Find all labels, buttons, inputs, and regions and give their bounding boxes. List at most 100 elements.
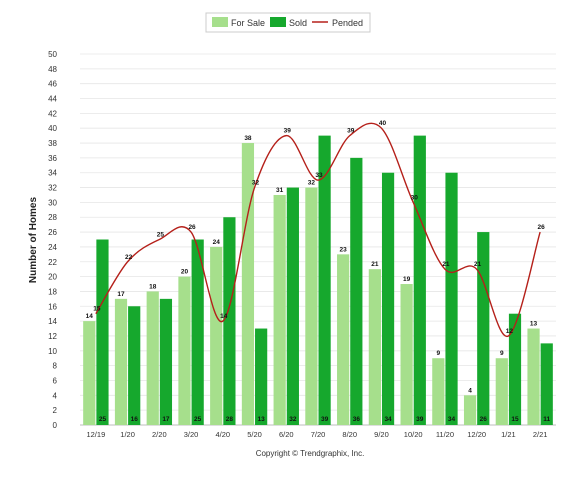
label-sold: 28 bbox=[226, 416, 234, 423]
y-tick-label: 26 bbox=[48, 228, 57, 237]
label-sold: 25 bbox=[194, 416, 202, 423]
y-tick-label: 30 bbox=[48, 198, 57, 207]
label-sold: 25 bbox=[99, 416, 107, 423]
bar-for-sale bbox=[114, 298, 128, 425]
bar-for-sale bbox=[146, 291, 159, 425]
label-for-sale: 9 bbox=[437, 350, 441, 357]
y-tick-label: 44 bbox=[48, 95, 57, 104]
legend-label-for-sale: For Sale bbox=[231, 18, 265, 28]
x-tick-label: 7/20 bbox=[311, 430, 326, 439]
x-tick-label: 1/20 bbox=[120, 430, 135, 439]
legend-swatch-for-sale bbox=[212, 17, 228, 27]
copyright-text: Copyright © Trendgraphix, Inc. bbox=[256, 449, 365, 458]
bar-for-sale bbox=[432, 358, 445, 425]
x-tick-label: 12/20 bbox=[467, 430, 486, 439]
label-sold: 39 bbox=[416, 416, 424, 423]
y-tick-label: 0 bbox=[53, 421, 58, 430]
label-pended: 26 bbox=[538, 224, 546, 231]
bar-for-sale bbox=[178, 276, 191, 425]
label-pended: 22 bbox=[125, 254, 133, 261]
label-pended: 21 bbox=[474, 261, 482, 268]
x-tick-label: 4/20 bbox=[215, 430, 230, 439]
label-pended: 25 bbox=[157, 232, 165, 239]
label-pended: 15 bbox=[93, 306, 101, 313]
label-sold: 26 bbox=[480, 416, 488, 423]
x-tick-label: 5/20 bbox=[247, 430, 262, 439]
label-for-sale: 31 bbox=[276, 187, 284, 194]
label-pended: 21 bbox=[442, 261, 450, 268]
x-tick-label: 8/20 bbox=[342, 430, 357, 439]
y-tick-label: 24 bbox=[48, 243, 57, 252]
y-tick-label: 32 bbox=[48, 184, 57, 193]
x-tick-label: 2/21 bbox=[533, 430, 548, 439]
bar-sold bbox=[381, 172, 395, 425]
label-for-sale: 19 bbox=[403, 276, 411, 283]
label-sold: 13 bbox=[258, 416, 266, 423]
bar-for-sale bbox=[463, 395, 477, 425]
bar-for-sale bbox=[305, 187, 318, 425]
bar-sold bbox=[128, 306, 141, 425]
x-tick-label: 11/20 bbox=[436, 430, 454, 439]
label-for-sale: 38 bbox=[244, 135, 252, 142]
legend: For Sale Sold Pended bbox=[205, 12, 371, 33]
y-tick-label: 6 bbox=[53, 376, 58, 385]
bar-sold bbox=[413, 135, 426, 425]
bar-sold bbox=[540, 343, 553, 425]
y-tick-label: 40 bbox=[48, 124, 57, 133]
bar-for-sale bbox=[527, 328, 540, 425]
y-tick-label: 12 bbox=[48, 332, 57, 341]
label-pended: 26 bbox=[188, 224, 196, 231]
label-for-sale: 24 bbox=[213, 239, 221, 246]
bar-for-sale bbox=[273, 194, 286, 425]
x-tick-label: 10/20 bbox=[404, 430, 423, 439]
y-tick-label: 28 bbox=[48, 213, 57, 222]
bar-for-sale bbox=[241, 143, 255, 426]
label-for-sale: 14 bbox=[86, 313, 94, 320]
bar-for-sale bbox=[210, 246, 223, 425]
x-tick-label: 1/21 bbox=[501, 430, 516, 439]
bar-sold bbox=[508, 313, 522, 425]
label-for-sale: 23 bbox=[340, 246, 348, 253]
legend-label-pended: Pended bbox=[332, 18, 363, 28]
label-for-sale: 4 bbox=[468, 387, 472, 394]
label-sold: 34 bbox=[448, 416, 456, 423]
y-tick-label: 46 bbox=[48, 80, 57, 89]
y-tick-label: 4 bbox=[53, 391, 58, 400]
bar-for-sale bbox=[337, 254, 350, 425]
label-pended: 30 bbox=[411, 194, 419, 201]
label-pended: 33 bbox=[315, 172, 323, 179]
label-pended: 14 bbox=[220, 313, 228, 320]
bar-sold bbox=[445, 172, 458, 425]
bar-sold bbox=[350, 157, 363, 425]
data-labels: 14 25 17 16 18 17 20 25 24 28 38 13 31 32 32 39 23 36 21 34… bbox=[86, 120, 551, 423]
bar-sold bbox=[318, 135, 331, 425]
label-for-sale: 17 bbox=[117, 291, 125, 298]
x-tick-label: 3/20 bbox=[184, 430, 199, 439]
label-pended: 32 bbox=[252, 180, 260, 187]
bar-for-sale bbox=[495, 358, 508, 425]
y-tick-label: 36 bbox=[48, 154, 57, 163]
label-pended: 39 bbox=[284, 128, 292, 135]
y-tick-label: 50 bbox=[48, 50, 57, 59]
label-sold: 34 bbox=[384, 416, 392, 423]
bar-sold bbox=[286, 187, 299, 425]
pended-line bbox=[95, 122, 541, 337]
pended-line-layer bbox=[95, 122, 541, 337]
bar-for-sale bbox=[83, 321, 96, 425]
label-for-sale: 21 bbox=[371, 261, 379, 268]
x-tick-label: 12/19 bbox=[86, 430, 105, 439]
x-tick-label: 9/20 bbox=[374, 430, 389, 439]
y-tick-label: 22 bbox=[48, 258, 57, 267]
y-tick-label: 10 bbox=[48, 347, 57, 356]
bar-sold bbox=[477, 232, 490, 425]
label-pended: 12 bbox=[506, 328, 514, 335]
bar-for-sale bbox=[368, 269, 381, 425]
legend-swatch-sold bbox=[270, 17, 286, 27]
label-sold: 36 bbox=[353, 416, 361, 423]
bar-sold bbox=[96, 239, 109, 425]
bar-sold bbox=[223, 217, 236, 425]
x-tick-label: 6/20 bbox=[279, 430, 294, 439]
legend-label-sold: Sold bbox=[289, 18, 307, 28]
